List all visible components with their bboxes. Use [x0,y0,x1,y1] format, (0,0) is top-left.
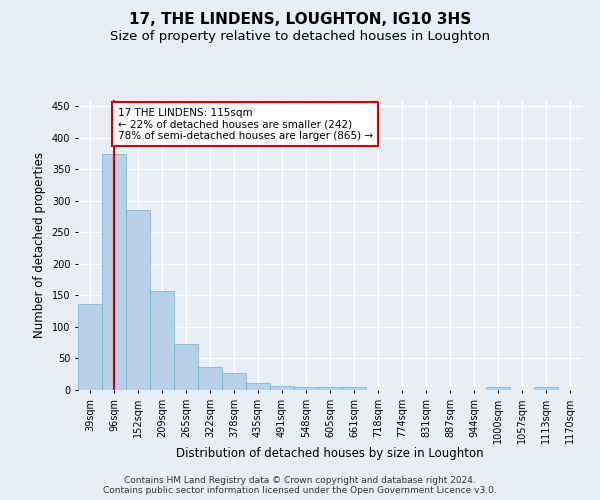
Text: Contains HM Land Registry data © Crown copyright and database right 2024.
Contai: Contains HM Land Registry data © Crown c… [103,476,497,495]
Text: Size of property relative to detached houses in Loughton: Size of property relative to detached ho… [110,30,490,43]
Y-axis label: Number of detached properties: Number of detached properties [33,152,46,338]
Text: 17 THE LINDENS: 115sqm
← 22% of detached houses are smaller (242)
78% of semi-de: 17 THE LINDENS: 115sqm ← 22% of detached… [118,108,373,141]
Bar [534,388,558,390]
Text: 17, THE LINDENS, LOUGHTON, IG10 3HS: 17, THE LINDENS, LOUGHTON, IG10 3HS [129,12,471,28]
Text: Distribution of detached houses by size in Loughton: Distribution of detached houses by size … [176,448,484,460]
Bar [318,387,342,390]
Bar [102,154,126,390]
Bar [174,344,198,390]
Bar [126,210,150,390]
Bar [78,304,102,390]
Bar [342,388,366,390]
Bar [150,291,174,390]
Bar [486,388,510,390]
Bar [246,383,270,390]
Bar [222,373,246,390]
Bar [294,387,318,390]
Bar [198,366,222,390]
Bar [270,386,294,390]
